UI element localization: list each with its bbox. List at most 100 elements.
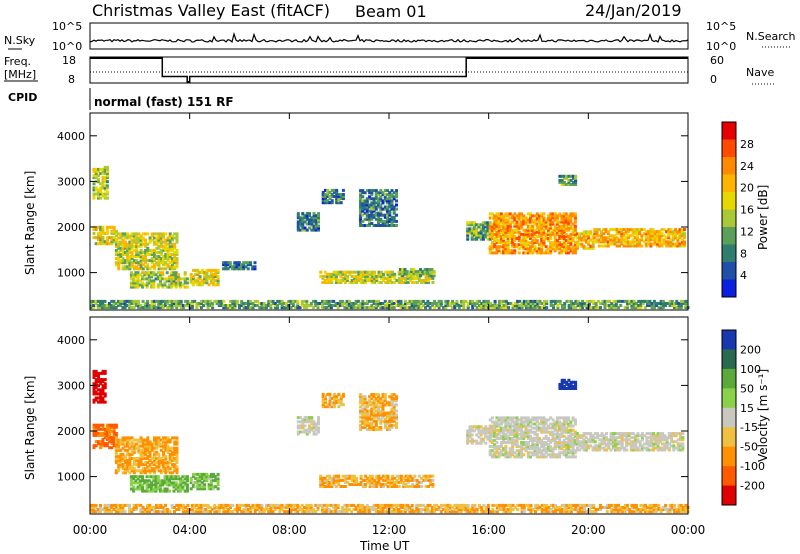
powerData-cell [112,306,116,310]
powerData-cell [479,227,483,231]
velData-cell [94,382,98,386]
powerData-cell [538,234,541,238]
velData-cell [535,426,539,430]
powerData-cell [676,230,680,234]
powerData-cell [490,232,494,236]
powerData-cell [535,241,539,245]
velData-cell [172,485,176,489]
powerData-cell [609,228,612,232]
velData-cell [152,487,156,491]
velData-cell [175,450,179,454]
powerData-cell [524,241,528,245]
powerData-cell [527,302,531,305]
powerData-cell [497,212,501,216]
velData-cell [191,472,195,476]
powerData-cell [551,220,555,224]
velData-cell [92,433,96,437]
powerData-cell [179,304,183,307]
velData-cell [352,480,356,484]
powerData-cell [168,234,172,238]
velData-cell [422,474,426,478]
powerData-cell [128,250,132,254]
powerData-cell [526,251,530,255]
powerData-cell [506,212,510,216]
powerData-cell [540,239,544,243]
velData-cell [163,481,167,485]
velData-cell [123,448,127,452]
powerData-cell [495,249,499,253]
powerData-cell [615,230,619,234]
velData-cell [549,432,553,436]
velData-cell [334,476,338,480]
velData-cell [363,423,367,427]
velData-cell [328,405,332,409]
powerData-cell [110,229,114,233]
powerData-cell [629,242,633,246]
velData-cell [103,429,107,433]
velData-cell [138,481,142,485]
velData-cell [493,438,497,442]
velData-cell [121,463,125,467]
velData-cell [341,485,345,488]
powerData-cell [365,213,369,217]
velData-cell [542,443,546,447]
powerData-cell [345,299,349,303]
powerData-cell [624,240,628,244]
powerData-cell [606,230,610,234]
velData-cell [520,434,524,438]
powerData-cell [569,218,573,222]
powerData-cell [542,224,546,228]
powerData-cell [112,238,116,242]
velData-cell [128,465,132,469]
powerData-cell [531,243,535,247]
velData-cell [99,444,103,448]
powerData-cell [495,212,499,216]
powerData-cell [190,304,194,307]
powerData-cell [162,234,165,238]
velData-cell [108,446,112,450]
velData-cell [547,426,550,430]
powerData-cell [609,242,612,246]
powerData-cell [479,229,483,233]
powerData-cell [540,230,544,234]
velData-cell [511,428,515,432]
powerData-cell [587,230,591,234]
velData-cell [146,450,150,454]
powerData-cell [406,281,410,284]
velData-cell [531,436,535,440]
powerData-cell [168,304,172,307]
powerData-cell [403,272,407,276]
powerData-cell [504,222,508,226]
velData-cell [139,471,143,475]
velData-cell [177,485,180,489]
velData-cell [301,424,305,428]
velData-cell [524,432,528,436]
velData-cell [330,476,334,480]
powerData-cell [119,242,123,246]
velData-cell [504,426,508,430]
velData-cell [538,438,541,442]
velData-cell [377,409,380,413]
velData-cell [132,450,136,454]
powerData-cell [359,199,363,203]
powerData-cell [549,237,553,240]
powerData-cell [289,302,293,305]
powerData-cell [659,299,663,303]
powerData-cell [359,276,363,280]
powerData-cell [374,201,378,205]
powerData-cell [343,302,347,305]
velData-cell [301,420,305,424]
powerData-cell [123,234,127,238]
powerData-cell [172,275,176,279]
velData-cell [383,403,387,407]
velData-cell [94,433,98,437]
powerData-cell [627,234,630,238]
powerData-cell [419,270,423,274]
velData-cell [542,428,546,432]
powerData-cell [370,189,374,193]
velData-cell [99,427,103,431]
powerData-cell [141,281,145,285]
powerData-cell [370,201,374,205]
velData-cell [547,453,550,457]
powerData-cell [383,195,387,199]
